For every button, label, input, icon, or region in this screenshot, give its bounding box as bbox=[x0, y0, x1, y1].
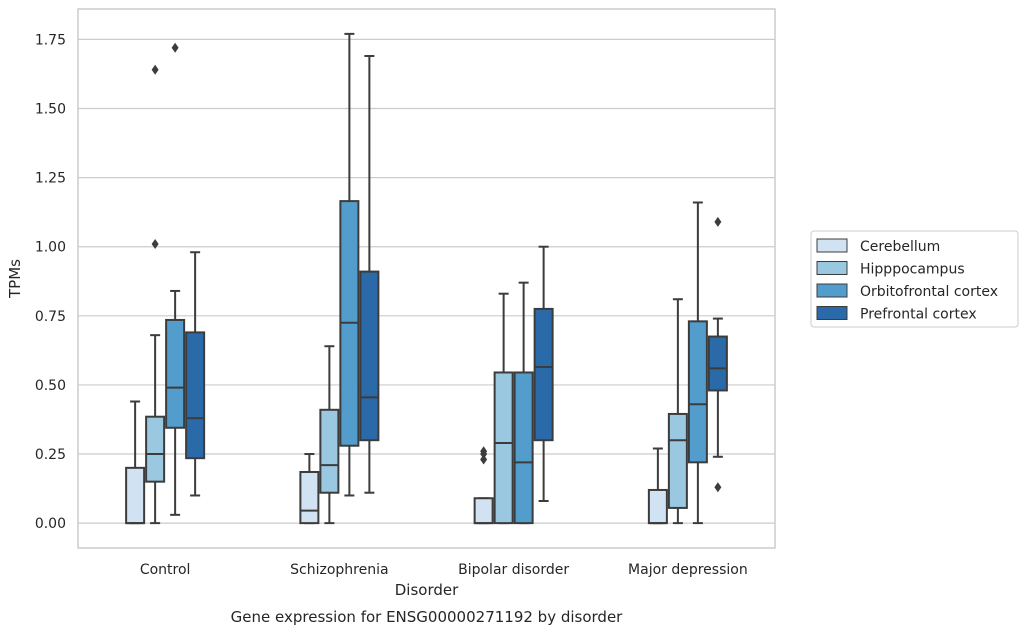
chart-caption: Gene expression for ENSG00000271192 by d… bbox=[231, 608, 624, 626]
box-control-cerebellum bbox=[125, 400, 146, 525]
y-tick-label: 0.75 bbox=[35, 309, 66, 325]
x-axis-label: Disorder bbox=[395, 581, 459, 599]
legend-swatch bbox=[816, 306, 848, 320]
x-tick-label: Major depression bbox=[628, 562, 748, 578]
y-tick-label: 1.25 bbox=[35, 171, 66, 187]
x-tick-labels: Control Schizophrenia Bipolar disorder Majo… bbox=[140, 562, 748, 578]
box-bipolar-disorder-prefrontal-cortex bbox=[533, 245, 554, 503]
y-tick-label: 0.50 bbox=[35, 378, 66, 394]
legend-swatch bbox=[816, 283, 848, 298]
box-body bbox=[687, 320, 708, 464]
y-tick-label: 1.75 bbox=[35, 32, 66, 48]
x-tick-label: Control bbox=[140, 562, 191, 578]
legend: Cerebellum Hipppocampus Orbitofrontal cort… bbox=[810, 230, 1019, 328]
box-body bbox=[493, 371, 514, 525]
box-body bbox=[125, 466, 146, 525]
outlier-point bbox=[714, 482, 722, 493]
outlier-point bbox=[151, 238, 159, 249]
box-major-depression-orbitofrontal-cortex bbox=[687, 201, 708, 525]
box-body bbox=[513, 371, 534, 525]
box-bipolar-disorder-hipppocampus bbox=[493, 292, 514, 525]
box-body bbox=[185, 331, 206, 460]
legend-swatch bbox=[816, 261, 848, 275]
legend-swatch bbox=[816, 238, 848, 253]
box-schizophrenia-prefrontal-cortex bbox=[359, 54, 380, 494]
y-tick-label: 1.00 bbox=[35, 240, 66, 256]
x-tick-label: Bipolar disorder bbox=[458, 562, 569, 578]
outlier-point bbox=[714, 216, 722, 227]
box-body bbox=[299, 470, 320, 525]
y-axis-label: TPMs bbox=[6, 259, 24, 299]
box-control-prefrontal-cortex bbox=[185, 251, 206, 497]
plot-area-frame bbox=[77, 8, 776, 549]
box-body bbox=[319, 408, 340, 494]
box-groups bbox=[125, 32, 728, 525]
box-body bbox=[533, 307, 554, 442]
legend-label: Cerebellum bbox=[860, 239, 940, 255]
outlier-point bbox=[480, 446, 488, 457]
box-schizophrenia-orbitofrontal-cortex bbox=[339, 32, 360, 497]
box-bipolar-disorder-cerebellum bbox=[473, 446, 494, 525]
box-major-depression-hipppocampus bbox=[667, 298, 688, 525]
legend-frame bbox=[810, 230, 1019, 328]
y-tick-label: 0.00 bbox=[35, 516, 66, 532]
legend-label: Prefrontal cortex bbox=[860, 307, 977, 323]
y-tick-labels: 0.00 0.25 0.50 0.75 1.00 1.25 1.50 1.75 bbox=[35, 32, 66, 532]
box-body bbox=[667, 412, 688, 509]
outlier-point bbox=[151, 64, 159, 75]
x-tick-label: Schizophrenia bbox=[290, 562, 388, 578]
y-tick-label: 0.25 bbox=[35, 447, 66, 463]
outlier-point bbox=[171, 42, 179, 53]
y-tick-label: 1.50 bbox=[35, 102, 66, 118]
box-body bbox=[647, 488, 668, 525]
box-control-orbitofrontal-cortex bbox=[165, 42, 186, 516]
box-control-hipppocampus bbox=[145, 64, 166, 525]
legend-label: Orbitofrontal cortex bbox=[860, 284, 998, 300]
box-schizophrenia-cerebellum bbox=[299, 453, 320, 525]
box-schizophrenia-hipppocampus bbox=[319, 345, 340, 525]
legend-label: Hipppocampus bbox=[860, 262, 965, 278]
outlier-point bbox=[480, 454, 488, 465]
box-body bbox=[359, 270, 380, 442]
box-bipolar-disorder-orbitofrontal-cortex bbox=[513, 281, 534, 525]
box-body bbox=[473, 497, 494, 525]
box-major-depression-cerebellum bbox=[647, 447, 668, 525]
box-body bbox=[707, 335, 728, 392]
box-body bbox=[165, 318, 186, 429]
box-major-depression-prefrontal-cortex bbox=[707, 216, 728, 493]
box-body bbox=[145, 415, 166, 483]
